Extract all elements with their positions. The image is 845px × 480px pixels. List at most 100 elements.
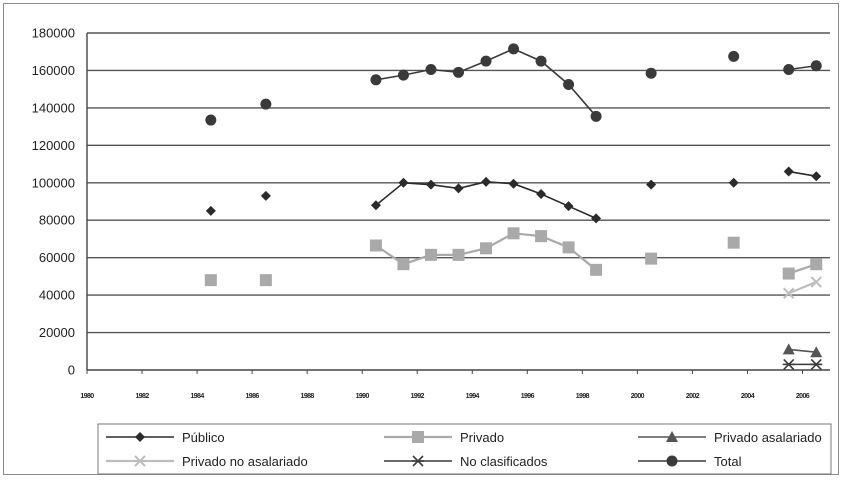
y-tick-label: 100000 xyxy=(32,175,75,190)
data-point xyxy=(397,69,409,81)
data-point xyxy=(782,358,795,370)
data-point xyxy=(260,190,271,201)
series-privado xyxy=(204,227,823,287)
x-tick-label: 2002 xyxy=(686,393,700,400)
legend-item: Privado no asalariado xyxy=(106,454,308,469)
data-point xyxy=(782,343,795,355)
legend: Público Privado Privado asalariado Privado … xyxy=(97,423,832,475)
data-point xyxy=(481,176,492,187)
data-point xyxy=(535,230,548,243)
data-point xyxy=(398,177,409,188)
y-tick-label: 80000 xyxy=(39,213,75,228)
y-tick-label: 20000 xyxy=(39,325,75,340)
series-total xyxy=(205,43,822,126)
series-line xyxy=(788,348,817,354)
legend-item: Público xyxy=(106,430,225,445)
y-tick-label: 60000 xyxy=(39,250,75,265)
data-point xyxy=(453,66,464,78)
data-point xyxy=(563,78,575,90)
data-point xyxy=(810,60,822,72)
y-tick-label: 140000 xyxy=(32,100,75,115)
data-point xyxy=(204,274,217,287)
data-point xyxy=(259,274,272,287)
legend-item: Privado xyxy=(384,430,504,445)
series-no-clasificados xyxy=(782,358,823,370)
series-line xyxy=(375,181,597,220)
y-axis-ticks: 0 20000 40000 60000 80000 100000 120000 140000 1… xyxy=(32,26,75,378)
y-tick-label: 160000 xyxy=(32,63,75,78)
data-point xyxy=(536,189,547,200)
x-tick-label: 1982 xyxy=(135,393,149,400)
data-point xyxy=(480,242,493,255)
data-point xyxy=(645,67,657,79)
x-tick-label: 1998 xyxy=(576,393,590,400)
legend-box xyxy=(97,423,832,475)
legend-marker xyxy=(134,455,146,467)
series-público xyxy=(205,166,822,224)
data-point xyxy=(370,200,381,211)
series-line xyxy=(788,280,817,295)
data-point xyxy=(782,267,795,280)
y-tick-label: 120000 xyxy=(32,138,75,153)
data-point xyxy=(590,110,602,122)
marker-stroke xyxy=(783,287,795,299)
marker-stroke xyxy=(134,455,146,467)
legend-label: Total xyxy=(714,454,742,469)
series-privado-no-asalariado xyxy=(783,276,822,299)
data-point xyxy=(535,55,547,67)
x-tick-label: 1986 xyxy=(246,393,260,400)
legend-item: Total xyxy=(638,454,742,469)
y-tick-label: 40000 xyxy=(39,288,75,303)
legend-item: Privado asalariado xyxy=(638,430,822,445)
data-point xyxy=(810,276,822,288)
data-point xyxy=(783,287,795,299)
data-point xyxy=(562,241,575,254)
data-point xyxy=(591,213,602,224)
data-point xyxy=(425,64,437,76)
data-point xyxy=(645,252,658,265)
data-point xyxy=(508,43,520,55)
legend-label: Privado asalariado xyxy=(714,430,822,445)
y-tick-label: 0 xyxy=(68,363,75,378)
data-point xyxy=(563,201,574,212)
marker-stroke xyxy=(810,276,822,288)
data-point xyxy=(370,74,382,86)
data-point xyxy=(646,179,657,190)
data-point xyxy=(727,236,740,249)
x-tick-label: 1996 xyxy=(521,393,535,400)
series-layer xyxy=(204,43,823,370)
legend-item: No clasificados xyxy=(384,454,548,469)
data-point xyxy=(783,166,794,177)
data-point xyxy=(728,177,739,188)
data-point xyxy=(452,248,465,261)
legend-label: Privado xyxy=(460,430,504,445)
legend-marker xyxy=(666,455,678,467)
data-point xyxy=(369,239,382,252)
y-tick-label: 180000 xyxy=(32,26,75,41)
legend-label: No clasificados xyxy=(460,454,548,469)
legend-marker xyxy=(412,431,424,443)
x-axis-ticks: 1980 1982 1984 1986 1988 1990 1992 1994 1996 1998… xyxy=(80,370,810,400)
x-tick-label: 1988 xyxy=(301,393,315,400)
legend-marker xyxy=(135,432,145,442)
data-point xyxy=(507,227,520,240)
chart-frame xyxy=(3,3,839,475)
data-point xyxy=(260,98,272,110)
series-privado-asalariado xyxy=(782,343,823,358)
data-point xyxy=(590,263,603,276)
x-tick-label: 2004 xyxy=(741,393,755,400)
data-point xyxy=(783,64,795,76)
x-tick-label: 1980 xyxy=(80,393,94,400)
x-tick-label: 1994 xyxy=(466,393,480,400)
data-point xyxy=(811,171,822,182)
data-point xyxy=(508,178,519,189)
x-tick-label: 1992 xyxy=(411,393,425,400)
x-tick-label: 1990 xyxy=(356,393,370,400)
data-point xyxy=(425,179,436,190)
data-point xyxy=(205,114,217,126)
legend-label: Privado no asalariado xyxy=(182,454,308,469)
x-tick-label: 2000 xyxy=(631,393,645,400)
data-point xyxy=(205,205,216,216)
data-point xyxy=(480,55,492,67)
